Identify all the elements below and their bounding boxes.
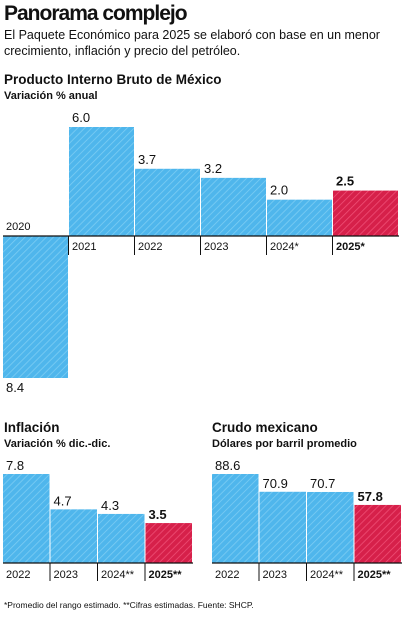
inflacion-value-label: 3.5 [149,507,167,522]
pib-category-label: 2024* [270,241,299,253]
pib-value-label: 3.2 [204,161,222,176]
crudo-category-label: 2022 [215,569,239,581]
pib-bar-2024* [267,199,332,236]
pib-category-label: 2025* [336,241,365,253]
crudo-value-label: 70.9 [263,476,288,491]
pib-bar-2020 [3,236,68,378]
crudo-value-label: 70.7 [310,476,335,491]
pib-value-label: 2.5 [336,174,354,189]
crudo-category-label: 2024** [310,569,344,581]
crudo-chart-title: Crudo mexicano [212,420,318,435]
inflacion-category-label: 2024** [101,569,135,581]
pib-category-label: 2021 [72,241,96,253]
pib-value-label: 3.7 [138,152,156,167]
pib-bar-2025* [333,190,398,236]
pib-chart-title: Producto Interno Bruto de México [4,72,222,87]
inflacion-chart-title: Inflación [4,420,60,435]
pib-value-label: 2.0 [270,183,288,198]
pib-bar-2022 [135,168,200,236]
crudo-bar-2023 [259,491,306,563]
crudo-bar-2025** [354,504,401,563]
inflacion-category-label: 2025** [149,569,183,581]
inflacion-bar-2024** [98,513,145,563]
pib-category-label: 2020 [6,221,30,233]
inflacion-value-label: 4.3 [101,498,119,513]
crudo-value-label: 57.8 [358,489,383,504]
crudo-category-label: 2023 [263,569,287,581]
footnote: *Promedio del rango estimado. **Cifras e… [4,600,254,610]
inflacion-value-label: 7.8 [6,458,24,473]
pib-category-label: 2022 [138,241,162,253]
crudo-category-label: 2025** [358,569,392,581]
pib-bar-2021 [69,127,134,236]
inflacion-category-label: 2023 [54,569,78,581]
crudo-bar-2024** [307,491,354,563]
page-subtitle: El Paquete Económico para 2025 se elabor… [4,28,380,58]
inflacion-bar-2022 [3,474,50,563]
pib-bar-2023 [201,177,266,236]
crudo-chart-subtitle: Dólares por barril promedio [212,438,357,450]
inflacion-category-label: 2022 [6,569,30,581]
crudo-value-label: 88.6 [215,458,240,473]
inflacion-value-label: 4.7 [54,493,72,508]
crudo-bar-2022 [212,474,259,563]
pib-value-label: 6.0 [72,110,90,125]
inflacion-chart-subtitle: Variación % dic.-dic. [4,438,111,450]
pib-chart-subtitle: Variación % anual [4,90,98,102]
inflacion-bar-2025** [145,523,192,563]
pib-value-label: 8.4 [6,380,24,395]
inflacion-bar-2023 [50,509,97,563]
page-title: Panorama complejo [4,2,188,25]
pib-category-label: 2023 [204,241,228,253]
